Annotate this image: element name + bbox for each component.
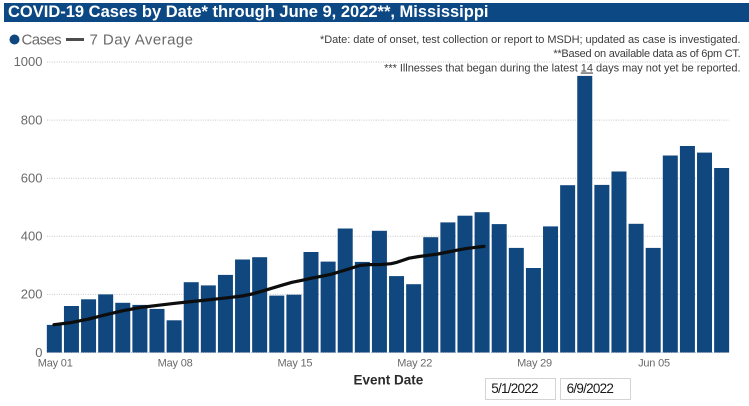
svg-text:7 Day Average: 7 Day Average	[90, 32, 194, 49]
svg-text:May 22: May 22	[397, 358, 432, 370]
svg-text:Event Date: Event Date	[354, 372, 424, 387]
svg-text:May 08: May 08	[158, 358, 193, 370]
svg-text:May 29: May 29	[517, 358, 552, 370]
svg-text:*Date: date of onset, test col: *Date: date of onset, test collection or…	[320, 34, 741, 46]
svg-text:May 15: May 15	[277, 358, 312, 370]
svg-text:400: 400	[21, 229, 43, 244]
svg-text:1000: 1000	[14, 54, 43, 69]
svg-text:Cases: Cases	[22, 32, 62, 49]
svg-text:800: 800	[21, 112, 43, 127]
svg-text:200: 200	[21, 287, 43, 302]
svg-text:**Based on available data as o: **Based on available data as of 6pm CT.	[553, 48, 740, 60]
svg-text:Jun 05: Jun 05	[638, 358, 670, 370]
svg-text:0: 0	[35, 345, 42, 360]
svg-text:*** Illnesses that began durin: *** Illnesses that began during the late…	[384, 63, 740, 75]
svg-text:May 01: May 01	[38, 358, 73, 370]
svg-text:600: 600	[21, 170, 43, 185]
